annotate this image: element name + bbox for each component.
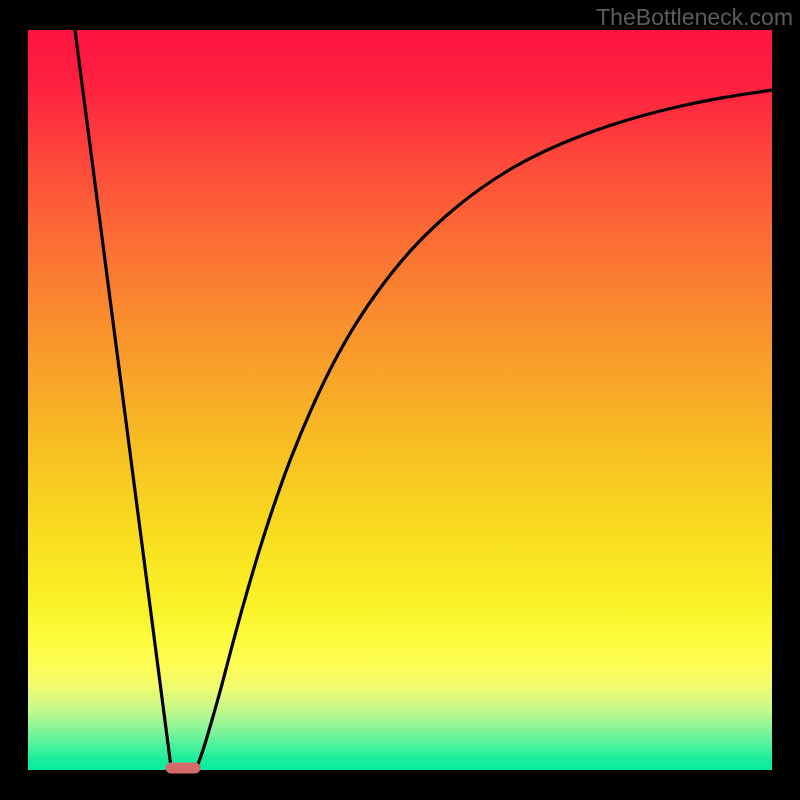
valley-marker [166, 762, 201, 773]
plot-area [28, 30, 772, 770]
curve-left-branch [75, 30, 171, 767]
watermark-text: TheBottleneck.com [596, 4, 793, 31]
curve-layer [28, 30, 772, 770]
chart-frame [0, 0, 800, 800]
curve-right-branch [197, 90, 772, 767]
